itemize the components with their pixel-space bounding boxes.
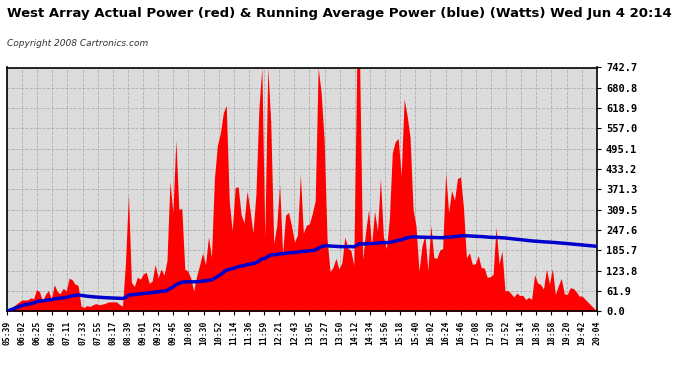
Text: Copyright 2008 Cartronics.com: Copyright 2008 Cartronics.com: [7, 39, 148, 48]
Text: West Array Actual Power (red) & Running Average Power (blue) (Watts) Wed Jun 4 2: West Array Actual Power (red) & Running …: [7, 8, 671, 21]
